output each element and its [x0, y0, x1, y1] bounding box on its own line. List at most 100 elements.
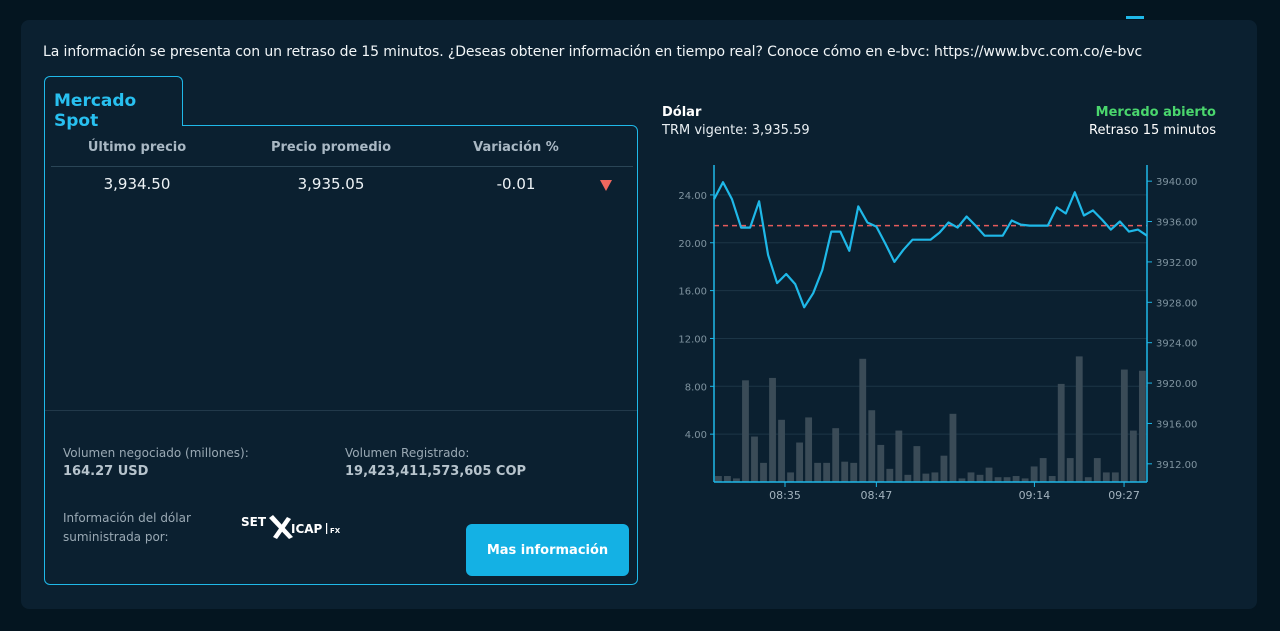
right-tick-label: 3916.00 — [1156, 419, 1197, 430]
volume-bar — [913, 446, 921, 482]
right-tick-label: 3924.00 — [1156, 339, 1197, 350]
tab-mercado-spot[interactable]: Mercado Spot — [44, 76, 183, 131]
x-tick-label: 08:47 — [861, 489, 893, 502]
price-line — [713, 181, 1148, 309]
registered-volume-label: Volumen Registrado: — [345, 446, 470, 460]
volume-bar — [1120, 369, 1128, 482]
volume-bar — [1102, 472, 1110, 482]
left-tick-label: 12.00 — [678, 334, 707, 345]
delay-notice: La información se presenta con un retras… — [43, 44, 1143, 60]
set-icap-fx-logo: SET ICAP FX — [241, 515, 341, 539]
volume-value: 164.27 USD — [63, 464, 149, 479]
tab-label: Mercado Spot — [54, 91, 137, 131]
volume-bar — [1111, 472, 1119, 482]
price-volume-chart[interactable]: 24.00 20.00 16.00 12.00 8.00 4.00 3940.00 3936… — [651, 160, 1211, 520]
volume-bar — [1021, 478, 1029, 482]
market-card: La información se presenta con un retras… — [21, 20, 1257, 609]
volume-bar — [778, 419, 785, 482]
volume-bar — [886, 468, 894, 482]
average-price-value: 3,935.05 — [297, 175, 365, 193]
volume-bar — [760, 462, 767, 482]
right-tick-label: 3920.00 — [1156, 379, 1197, 390]
x-axis-ticks: 08:35 08:47 09:14 09:27 — [769, 489, 1140, 502]
logo-text-set: SET — [241, 515, 267, 529]
volume-bar — [1012, 476, 1020, 482]
table-header: Último precio Precio promedio Variación … — [51, 126, 633, 167]
volume-bar — [823, 462, 831, 482]
volume-bar — [733, 478, 740, 482]
left-tick-label: 16.00 — [678, 287, 707, 298]
top-accent-bar — [1126, 16, 1144, 19]
volume-bar — [940, 455, 948, 482]
chart-axes — [710, 165, 1152, 487]
column-header-last-price: Último precio — [87, 140, 187, 155]
volume-bar — [931, 472, 939, 482]
volume-bar — [832, 428, 840, 482]
down-triangle-icon — [600, 180, 612, 191]
volume-bar — [1129, 430, 1137, 482]
last-price-value: 3,934.50 — [103, 175, 171, 193]
section-divider — [45, 410, 637, 411]
spot-panel: Último precio Precio promedio Variación … — [44, 125, 638, 585]
volume-bar — [1138, 370, 1146, 482]
market-status-badge: Mercado abierto — [1095, 105, 1216, 120]
volume-bar — [895, 430, 903, 482]
left-tick-label: 4.00 — [685, 430, 707, 441]
right-axis-ticks: 3940.00 3936.00 3932.00 3928.00 3924.00 3920.… — [1156, 177, 1197, 471]
provider-label-line1: Información del dólar — [63, 511, 191, 525]
right-tick-label: 3912.00 — [1156, 460, 1197, 471]
delay-label: Retraso 15 minutos — [1089, 123, 1216, 138]
volume-bar — [787, 472, 794, 482]
registered-volume-value: 19,423,411,573,605 COP — [345, 464, 527, 479]
x-tick-label: 09:14 — [1019, 489, 1051, 502]
volume-bar — [994, 477, 1002, 482]
volume-bar — [724, 476, 731, 482]
more-info-button[interactable]: Mas información — [466, 524, 629, 576]
volume-bar — [985, 467, 993, 482]
volume-bar — [751, 436, 758, 482]
volume-bar — [1048, 476, 1056, 482]
volume-bar — [1003, 477, 1011, 482]
volume-bar — [1084, 477, 1092, 482]
logo-text-fx: FX — [330, 527, 341, 535]
left-tick-label: 24.00 — [678, 191, 707, 202]
volume-bar — [904, 474, 912, 482]
volume-bar — [1057, 383, 1065, 482]
volume-bar — [958, 478, 966, 482]
volume-label: Volumen negociado (millones): — [63, 446, 249, 460]
volume-bar — [1093, 458, 1101, 482]
volume-bar — [1066, 458, 1074, 482]
volume-bar — [859, 358, 867, 482]
volume-bar — [877, 444, 885, 482]
column-header-average-price: Precio promedio — [270, 140, 392, 155]
right-tick-label: 3928.00 — [1156, 298, 1197, 309]
x-tick-label: 09:27 — [1108, 489, 1140, 502]
volume-bars — [715, 356, 1146, 482]
volume-bar — [949, 413, 957, 482]
volume-bar — [841, 461, 849, 482]
volume-bar — [1075, 356, 1083, 482]
x-tick-label: 08:35 — [769, 489, 801, 502]
right-tick-label: 3932.00 — [1156, 258, 1197, 269]
logo-text-icap: ICAP — [291, 522, 323, 536]
volume-bar — [805, 417, 813, 482]
left-axis-ticks: 24.00 20.00 16.00 12.00 8.00 4.00 — [678, 191, 707, 441]
variation-value: -0.01 — [496, 175, 536, 193]
volume-bar — [1030, 466, 1038, 482]
right-tick-label: 3940.00 — [1156, 177, 1197, 188]
chart-title: Dólar — [662, 105, 702, 120]
volume-bar — [850, 462, 858, 482]
volume-bar — [922, 473, 930, 482]
trm-value: TRM vigente: 3,935.59 — [662, 123, 810, 138]
volume-bar — [1039, 458, 1047, 482]
volume-bar — [814, 462, 822, 482]
volume-bar — [967, 472, 975, 482]
column-header-variation: Variación % — [473, 140, 559, 155]
right-tick-label: 3936.00 — [1156, 218, 1197, 229]
provider-label-line2: suministrada por: — [63, 530, 169, 544]
volume-bar — [976, 474, 984, 482]
volume-bar — [868, 410, 876, 482]
left-tick-label: 8.00 — [685, 382, 707, 393]
left-tick-label: 20.00 — [678, 239, 707, 250]
volume-bar — [715, 476, 722, 482]
